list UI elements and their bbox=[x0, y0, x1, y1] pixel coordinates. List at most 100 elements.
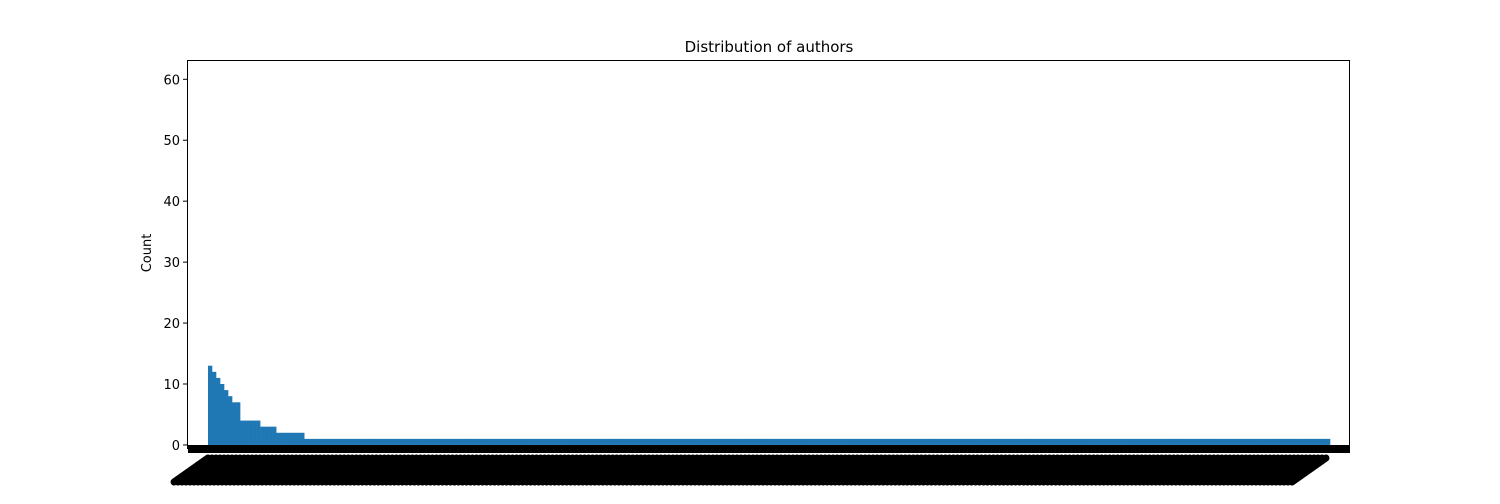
bar bbox=[949, 438, 954, 445]
bar bbox=[901, 438, 906, 445]
bar bbox=[256, 420, 261, 445]
bar bbox=[656, 438, 662, 445]
bar bbox=[969, 438, 974, 445]
bar bbox=[268, 426, 273, 445]
bar bbox=[228, 396, 233, 445]
bar bbox=[941, 438, 946, 445]
bar bbox=[580, 438, 585, 445]
bar bbox=[384, 438, 389, 445]
bar bbox=[809, 438, 814, 445]
bar bbox=[1269, 438, 1275, 445]
bar bbox=[576, 438, 581, 445]
bar bbox=[1249, 438, 1255, 445]
bar bbox=[1253, 438, 1259, 445]
bar bbox=[644, 438, 650, 445]
bar bbox=[444, 438, 449, 445]
bar bbox=[612, 438, 618, 445]
bar bbox=[1305, 438, 1311, 445]
bar bbox=[937, 438, 942, 445]
bar bbox=[1289, 438, 1295, 445]
bar bbox=[320, 438, 325, 445]
bar bbox=[504, 438, 509, 445]
bar bbox=[712, 438, 718, 445]
bar bbox=[1041, 438, 1046, 445]
bar bbox=[1049, 438, 1054, 445]
bar bbox=[460, 438, 465, 445]
bar bbox=[468, 438, 473, 445]
bar bbox=[232, 402, 237, 445]
bar bbox=[600, 438, 606, 445]
bar bbox=[448, 438, 453, 445]
bar bbox=[728, 438, 734, 445]
y-axis-label: Count bbox=[140, 234, 155, 273]
bar bbox=[841, 438, 846, 445]
bar bbox=[528, 438, 533, 445]
bar bbox=[1237, 438, 1243, 445]
bar bbox=[1189, 438, 1195, 445]
bar bbox=[1321, 438, 1327, 445]
x-tick-labels bbox=[170, 454, 1330, 486]
bar bbox=[1209, 438, 1215, 445]
bar bbox=[909, 438, 914, 445]
bar bbox=[1109, 438, 1114, 445]
bar bbox=[1177, 438, 1183, 445]
bar bbox=[813, 438, 818, 445]
bar bbox=[1033, 438, 1038, 445]
bar bbox=[865, 438, 870, 445]
bar bbox=[732, 438, 738, 445]
bar bbox=[676, 438, 682, 445]
bar bbox=[1137, 438, 1142, 445]
bar bbox=[997, 438, 1002, 445]
bar bbox=[1085, 438, 1090, 445]
y-tick-label: 0 bbox=[172, 439, 180, 454]
bar bbox=[805, 438, 810, 445]
bar bbox=[364, 438, 369, 445]
bar bbox=[837, 438, 842, 445]
bar bbox=[1097, 438, 1102, 445]
bar bbox=[981, 438, 986, 445]
bar bbox=[845, 438, 850, 445]
bar bbox=[921, 438, 926, 445]
bar bbox=[1301, 438, 1307, 445]
bar bbox=[913, 438, 918, 445]
bar bbox=[1081, 438, 1086, 445]
bar bbox=[548, 438, 553, 445]
bar bbox=[404, 438, 409, 445]
bar bbox=[260, 426, 265, 445]
bar bbox=[420, 438, 425, 445]
bar bbox=[692, 438, 698, 445]
bar bbox=[432, 438, 437, 445]
bar bbox=[496, 438, 501, 445]
bar bbox=[1197, 438, 1203, 445]
bar bbox=[736, 438, 742, 445]
bar bbox=[508, 438, 513, 445]
bar bbox=[1233, 438, 1239, 445]
bar bbox=[769, 438, 774, 445]
bar bbox=[1077, 438, 1082, 445]
bar bbox=[328, 438, 333, 445]
bar bbox=[532, 438, 537, 445]
bar bbox=[1157, 438, 1162, 445]
bar bbox=[1145, 438, 1150, 445]
bar bbox=[280, 432, 285, 445]
bar bbox=[1325, 438, 1331, 445]
bar bbox=[821, 438, 826, 445]
bar bbox=[368, 438, 373, 445]
bar bbox=[1133, 438, 1138, 445]
y-tick-label: 10 bbox=[163, 378, 180, 393]
bar bbox=[276, 432, 281, 445]
bar bbox=[348, 438, 353, 445]
bar bbox=[1273, 438, 1279, 445]
bar bbox=[304, 438, 309, 445]
bar bbox=[1113, 438, 1118, 445]
bar bbox=[520, 438, 525, 445]
bar bbox=[1117, 438, 1122, 445]
bar bbox=[825, 438, 830, 445]
x-tick-label bbox=[1288, 454, 1330, 486]
bar bbox=[849, 438, 854, 445]
bar bbox=[568, 438, 573, 445]
bar bbox=[829, 438, 834, 445]
bar bbox=[704, 438, 710, 445]
bar bbox=[1245, 438, 1251, 445]
